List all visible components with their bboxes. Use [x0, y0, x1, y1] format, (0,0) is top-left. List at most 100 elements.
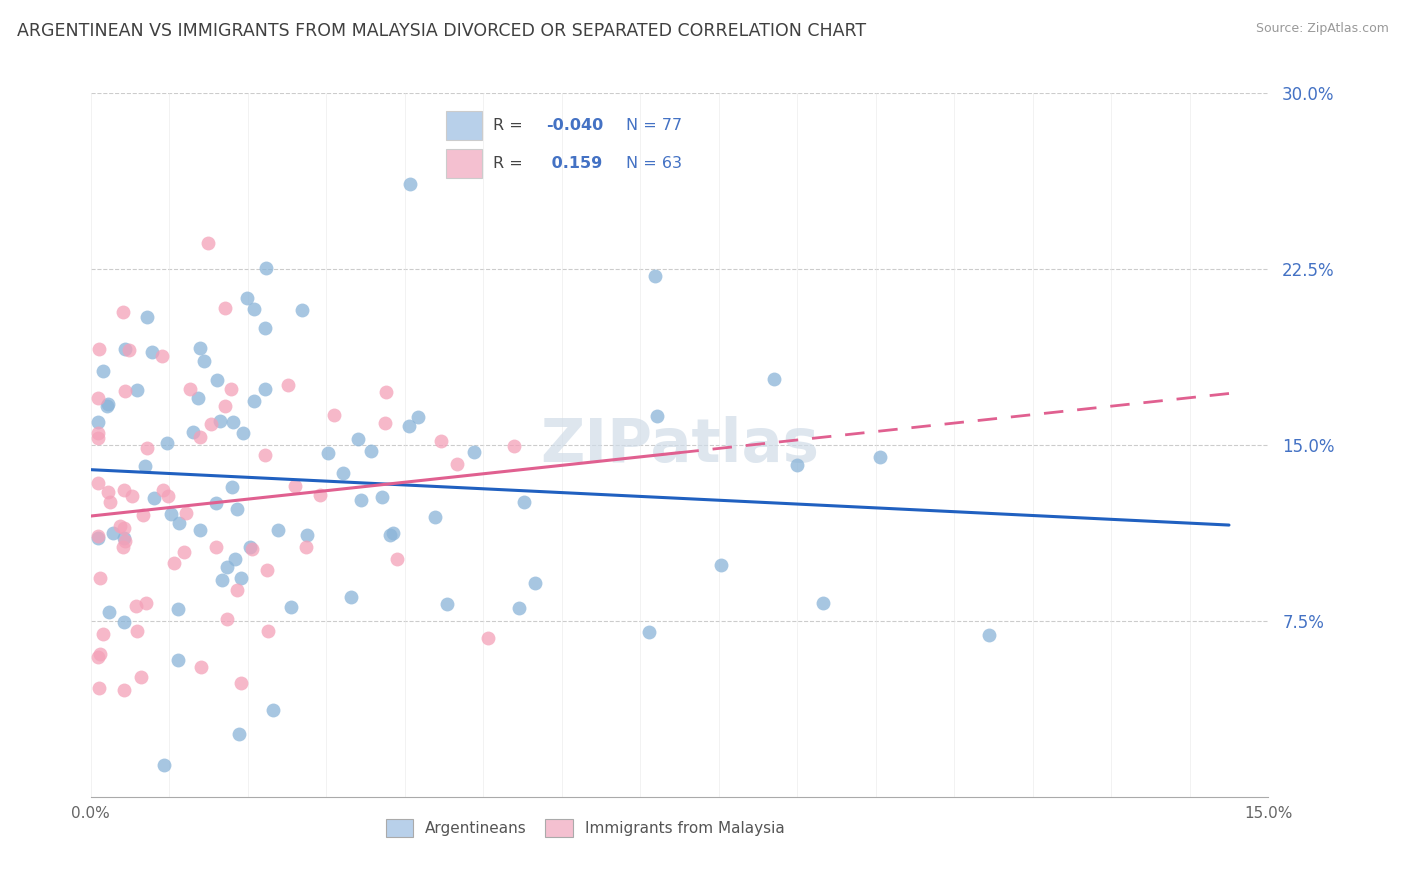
Point: [332, 466, 354, 480]
Point: [226, 583, 249, 598]
Point: [243, 301, 266, 316]
Point: [360, 444, 382, 458]
Point: [96, 399, 118, 413]
Point: [243, 394, 266, 409]
Point: [89, 570, 111, 584]
Point: [112, 682, 135, 697]
Point: [513, 495, 536, 509]
Point: [188, 430, 211, 444]
Point: [350, 493, 373, 508]
Point: [280, 600, 302, 615]
Point: [193, 353, 215, 368]
Point: [370, 490, 392, 504]
Point: [382, 526, 405, 541]
Point: [254, 382, 277, 396]
Point: [87, 425, 110, 440]
Point: [181, 425, 204, 439]
Legend: Argentineans, Immigrants from Malaysia: Argentineans, Immigrants from Malaysia: [380, 813, 792, 843]
Point: [637, 624, 659, 639]
Point: [114, 342, 136, 356]
Point: [188, 523, 211, 537]
Point: [112, 531, 135, 545]
Point: [398, 419, 420, 434]
Point: [256, 563, 278, 577]
Point: [398, 177, 420, 191]
Point: [221, 480, 243, 494]
Point: [125, 599, 148, 613]
Point: [135, 441, 157, 455]
Point: [136, 310, 159, 324]
Point: [316, 445, 339, 459]
Point: [430, 434, 453, 448]
Point: [190, 659, 212, 673]
Point: [308, 488, 330, 502]
Point: [173, 545, 195, 559]
Point: [112, 521, 135, 535]
Point: [232, 426, 254, 441]
Point: [98, 495, 121, 509]
Point: [150, 349, 173, 363]
Point: [508, 601, 530, 615]
Point: [159, 507, 181, 521]
Point: [295, 541, 318, 555]
Point: [295, 528, 318, 542]
Point: [87, 342, 110, 356]
Point: [503, 439, 526, 453]
Point: [142, 491, 165, 505]
Point: [98, 605, 121, 619]
Point: [446, 458, 468, 472]
Point: [869, 450, 891, 464]
Point: [226, 502, 249, 516]
Point: [166, 653, 188, 667]
Point: [256, 624, 278, 638]
Point: [91, 626, 114, 640]
Point: [374, 385, 396, 400]
Point: [179, 382, 201, 396]
Point: [425, 509, 447, 524]
Point: [188, 342, 211, 356]
Point: [267, 524, 290, 538]
Point: [87, 531, 110, 545]
Point: [205, 373, 228, 387]
Point: [221, 415, 243, 429]
Point: [378, 528, 401, 542]
Point: [208, 414, 231, 428]
Point: [813, 596, 835, 610]
Point: [236, 291, 259, 305]
Point: [134, 458, 156, 473]
Point: [121, 489, 143, 503]
Text: ARGENTINEAN VS IMMIGRANTS FROM MALAYSIA DIVORCED OR SEPARATED CORRELATION CHART: ARGENTINEAN VS IMMIGRANTS FROM MALAYSIA …: [17, 22, 866, 40]
Point: [97, 485, 120, 500]
Point: [291, 302, 314, 317]
Point: [215, 560, 238, 574]
Point: [710, 558, 733, 573]
Point: [114, 384, 136, 398]
Point: [340, 590, 363, 604]
Point: [87, 391, 110, 405]
Point: [254, 261, 277, 276]
Point: [231, 572, 253, 586]
Point: [112, 615, 135, 630]
Point: [224, 551, 246, 566]
Point: [129, 670, 152, 684]
Point: [284, 479, 307, 493]
Point: [127, 383, 149, 397]
Point: [163, 556, 186, 570]
Point: [87, 528, 110, 542]
Point: [87, 415, 110, 429]
Point: [87, 476, 110, 491]
Point: [112, 483, 135, 498]
Point: [111, 304, 134, 318]
Point: [141, 344, 163, 359]
Point: [262, 703, 284, 717]
Point: [979, 627, 1001, 641]
Point: [125, 624, 148, 638]
Point: [762, 372, 785, 386]
Point: [156, 489, 179, 503]
Point: [89, 647, 111, 661]
Point: [387, 552, 409, 566]
Text: Source: ZipAtlas.com: Source: ZipAtlas.com: [1256, 22, 1389, 36]
Point: [347, 432, 370, 446]
Point: [152, 483, 174, 497]
Point: [156, 436, 179, 450]
